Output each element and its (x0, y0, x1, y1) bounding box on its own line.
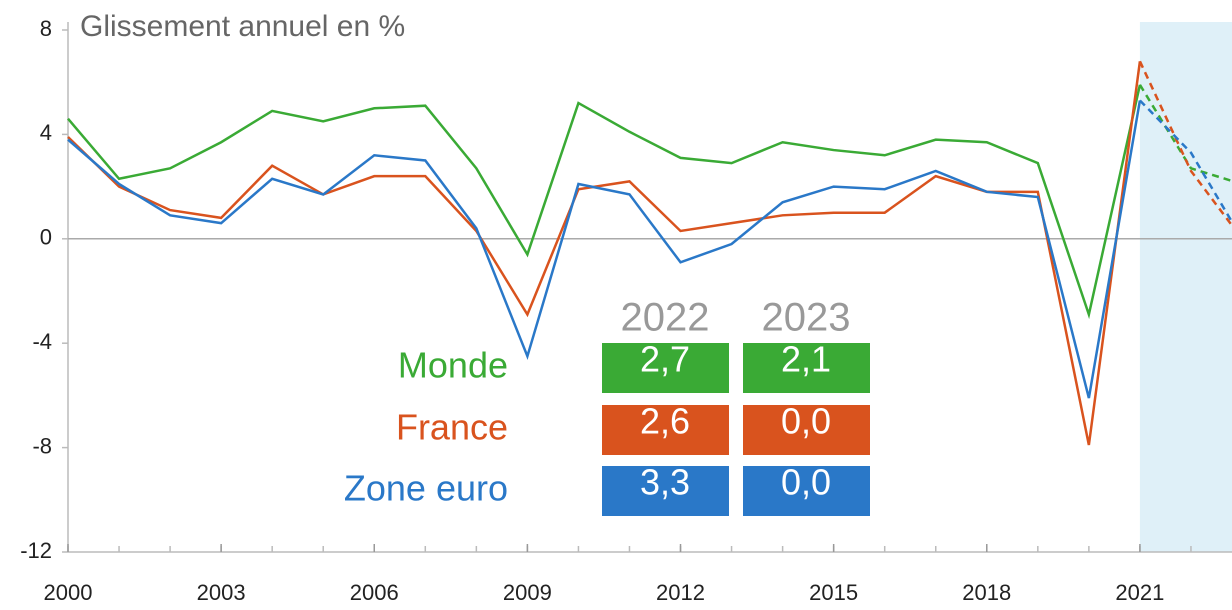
x-tick-label: 2006 (350, 580, 399, 605)
y-tick-label: 0 (40, 225, 52, 250)
forecast-line (1138, 60, 1232, 228)
legend-box (743, 466, 870, 516)
value-label: 0,0 (781, 462, 831, 503)
y-axis-label: Glissement annuel en % (80, 10, 405, 43)
legend-box (602, 405, 729, 455)
legend-box (602, 343, 729, 393)
legend-label: France (396, 407, 508, 448)
x-tick-label: 2009 (503, 580, 552, 605)
legend-box (743, 343, 870, 393)
legend-label: Zone euro (344, 468, 508, 509)
y-tick-label: -12 (20, 538, 52, 563)
forecast-line (1139, 99, 1232, 225)
series-line (67, 100, 1142, 399)
y-tick-label: 4 (40, 120, 52, 145)
table-header: 2023 (762, 296, 851, 340)
forecast-area (1139, 22, 1232, 552)
y-tick-label: 8 (40, 16, 52, 41)
x-tick-label: 2003 (197, 580, 246, 605)
legend-label: Monde (398, 345, 508, 386)
x-tick-label: 2012 (656, 580, 705, 605)
table-header: 2022 (621, 296, 710, 340)
legend-box (743, 405, 870, 455)
x-tick-label: 2000 (44, 580, 93, 605)
value-label: 2,6 (640, 401, 690, 442)
y-tick-label: -4 (32, 329, 52, 354)
value-label: 2,1 (781, 339, 831, 380)
series-line (67, 84, 1142, 320)
x-tick-label: 2021 (1115, 580, 1164, 605)
series-line (67, 61, 1142, 446)
x-tick-label: 2018 (962, 580, 1011, 605)
value-label: 3,3 (640, 462, 690, 503)
forecast-line (1138, 84, 1232, 183)
x-tick-label: 2015 (809, 580, 858, 605)
value-label: 2,7 (640, 339, 690, 380)
y-tick-label: -8 (32, 433, 52, 458)
legend-box (602, 466, 729, 516)
value-label: 0,0 (781, 401, 831, 442)
